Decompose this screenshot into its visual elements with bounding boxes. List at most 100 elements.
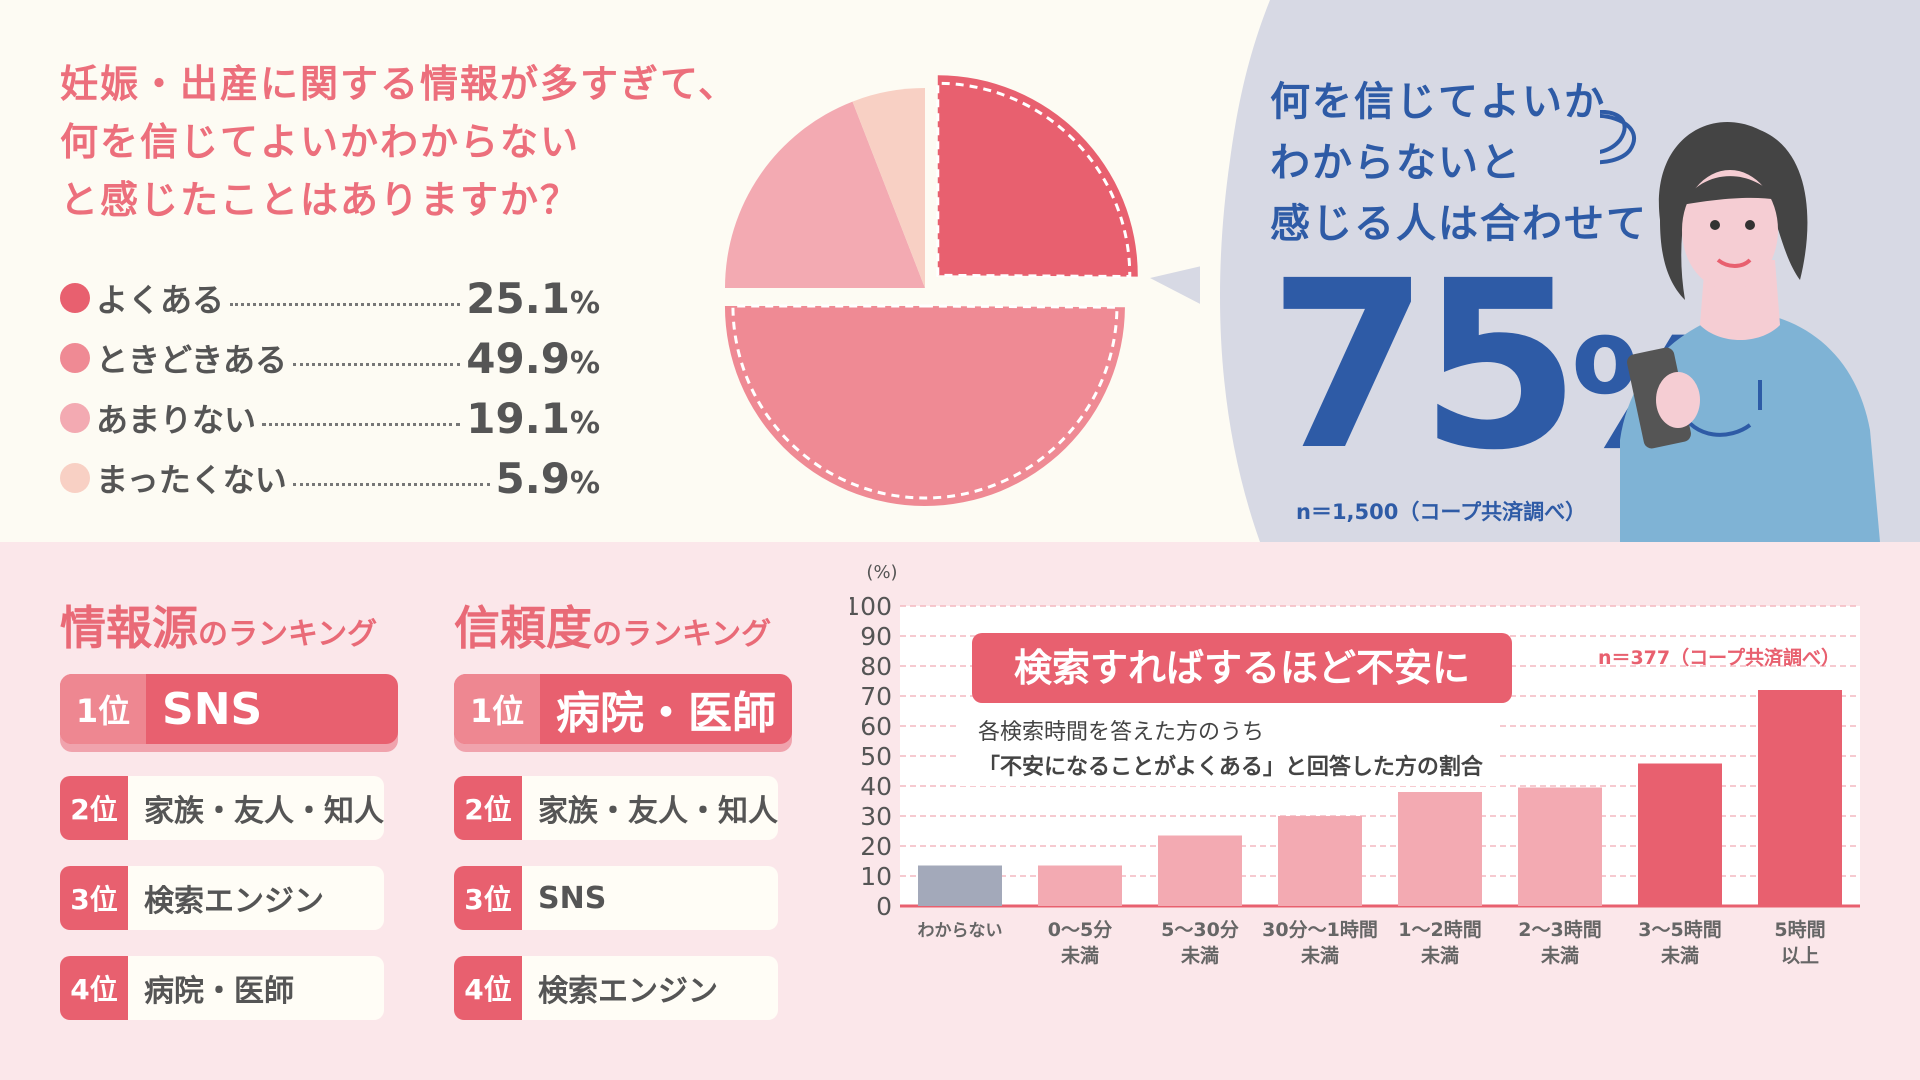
legend-value-unit: % bbox=[569, 285, 600, 321]
rank-badge: 3位 bbox=[454, 866, 522, 930]
chart-subtitle-box bbox=[960, 716, 1500, 786]
rank-badge: 4位 bbox=[454, 956, 522, 1020]
rank-badge: 2位 bbox=[60, 776, 128, 840]
x-tick-label: 未満 bbox=[1420, 944, 1459, 967]
legend-dot bbox=[60, 343, 90, 373]
question-line-1: 妊娠・出産に関する情報が多すぎて、 bbox=[60, 62, 739, 106]
y-tick-label: 20 bbox=[860, 832, 892, 861]
bar bbox=[1518, 787, 1602, 906]
legend-label: あまりない bbox=[96, 401, 257, 439]
rank-name: SNS bbox=[538, 880, 607, 916]
bar bbox=[1638, 763, 1722, 906]
sample-size-note: n＝1,500（コープ共済調べ） bbox=[1296, 500, 1587, 524]
chart-title-box bbox=[972, 633, 1512, 703]
rank-name: 検索エンジン bbox=[538, 974, 718, 1009]
pie-slice-stitch bbox=[731, 304, 1119, 500]
source-rank-2: 2位 家族・友人・知人 bbox=[60, 776, 384, 840]
rank-name: 家族・友人・知人 bbox=[144, 794, 384, 829]
legend-value-unit: % bbox=[569, 465, 600, 501]
leader-dots bbox=[262, 422, 461, 426]
leader-dots bbox=[292, 482, 490, 486]
source-ranking-title-suffix: のランキング bbox=[198, 617, 378, 652]
x-tick-label: 以上 bbox=[1781, 945, 1819, 967]
bar bbox=[918, 865, 1002, 906]
legend-value: 19.1% bbox=[466, 394, 600, 443]
source-rank-1: 1位 SNS bbox=[60, 674, 398, 744]
source-ranking-title-main: 情報源 bbox=[60, 601, 198, 655]
legend-value-number: 5.9 bbox=[495, 453, 570, 503]
trust-rank-4: 4位 検索エンジン bbox=[454, 956, 778, 1020]
x-tick-label: 未満 bbox=[1540, 944, 1579, 967]
x-tick-label: 5時間 bbox=[1774, 919, 1825, 941]
trust-rank-3: 3位 SNS bbox=[454, 866, 778, 930]
legend-item: あまりない 19.1% bbox=[60, 388, 600, 448]
rank-name: 病院・医師 bbox=[556, 688, 776, 739]
source-rank-3: 3位 検索エンジン bbox=[60, 866, 384, 930]
legend-item: まったくない 5.9% bbox=[60, 448, 600, 508]
x-tick-label: 未満 bbox=[1180, 944, 1219, 967]
chart-subtitle: 「不安になることがよくある」と回答した方の割合 bbox=[978, 754, 1484, 780]
pie-slice bbox=[724, 305, 1125, 507]
legend-dot bbox=[60, 283, 90, 313]
bar bbox=[1398, 792, 1482, 906]
legend-label: よくある bbox=[96, 281, 225, 319]
pie-slice bbox=[937, 75, 1138, 277]
pie-chart bbox=[724, 75, 1200, 507]
bar bbox=[1758, 690, 1842, 906]
callout-line-2: わからないと bbox=[1270, 140, 1522, 186]
legend-item: よくある 25.1% bbox=[60, 268, 600, 328]
trust-ranking-title-suffix: のランキング bbox=[592, 617, 772, 652]
rank-badge: 1位 bbox=[454, 674, 540, 744]
x-tick-label: 未満 bbox=[1660, 944, 1699, 967]
question-line-3: と感じたことはありますか？ bbox=[60, 178, 581, 222]
x-tick-label: 0〜5分 bbox=[1048, 919, 1112, 941]
y-tick-label: 60 bbox=[860, 712, 892, 741]
y-tick-label: 30 bbox=[860, 802, 892, 831]
trust-ranking-title-main: 信頼度 bbox=[454, 601, 592, 655]
rank-badge: 3位 bbox=[60, 866, 128, 930]
y-tick-label: 70 bbox=[860, 682, 892, 711]
survey-question: 妊娠・出産に関する情報が多すぎて、 何を信じてよいかわからない と感じたことはあ… bbox=[60, 55, 760, 229]
chart-title: 検索すればするほど不安に bbox=[1014, 646, 1470, 690]
x-tick-label: 2〜3時間 bbox=[1518, 919, 1601, 941]
legend-dot bbox=[60, 463, 90, 493]
legend-value-number: 25.1 bbox=[466, 273, 570, 323]
woman-with-phone-illustration bbox=[1600, 110, 1880, 542]
trust-rank-2: 2位 家族・友人・知人 bbox=[454, 776, 778, 840]
rank-name: SNS bbox=[162, 683, 263, 735]
legend-value: 5.9% bbox=[496, 454, 600, 503]
trust-ranking-title: 信頼度のランキング bbox=[454, 592, 771, 658]
worry-scribble-icon bbox=[1600, 110, 1636, 165]
legend-label: ときどきある bbox=[96, 341, 288, 379]
y-tick-label: 80 bbox=[860, 652, 892, 681]
x-tick-label: 30分〜1時間 bbox=[1262, 919, 1378, 941]
x-tick-label: 1〜2時間 bbox=[1398, 919, 1481, 941]
rank-name: 病院・医師 bbox=[144, 974, 294, 1009]
bar bbox=[1038, 865, 1122, 906]
callout-line-3: 感じる人は合わせて bbox=[1270, 201, 1648, 247]
pie-slice-stitch bbox=[936, 81, 1132, 279]
x-tick-label: わからない bbox=[918, 921, 1003, 941]
x-tick-label: 未満 bbox=[1300, 944, 1339, 967]
x-tick-label: 3〜5時間 bbox=[1638, 919, 1721, 941]
y-tick-label: 40 bbox=[860, 772, 892, 801]
y-tick-label: 0 bbox=[876, 892, 892, 921]
chart-sample-note: n＝377（コープ共済調べ） bbox=[1598, 646, 1840, 669]
y-axis-label: (%) bbox=[866, 562, 897, 583]
x-tick-label: 5〜30分 bbox=[1161, 919, 1239, 941]
legend-value-number: 49.9 bbox=[466, 333, 570, 383]
x-tick-label: 未満 bbox=[1060, 944, 1099, 967]
legend-item: ときどきある 49.9% bbox=[60, 328, 600, 388]
rank-badge: 2位 bbox=[454, 776, 522, 840]
pie-slice bbox=[725, 101, 925, 288]
chart-subtitle: 各検索時間を答えた方のうち bbox=[978, 720, 1264, 745]
bar bbox=[1278, 816, 1362, 906]
leader-dots bbox=[293, 362, 461, 366]
y-tick-label: 50 bbox=[860, 742, 892, 771]
total-percentage: 75% bbox=[1268, 246, 1721, 515]
rank-name: 家族・友人・知人 bbox=[538, 794, 778, 829]
y-tick-label: 10 bbox=[860, 862, 892, 891]
legend-value-number: 19.1 bbox=[466, 393, 570, 443]
leader-dots bbox=[230, 302, 461, 306]
